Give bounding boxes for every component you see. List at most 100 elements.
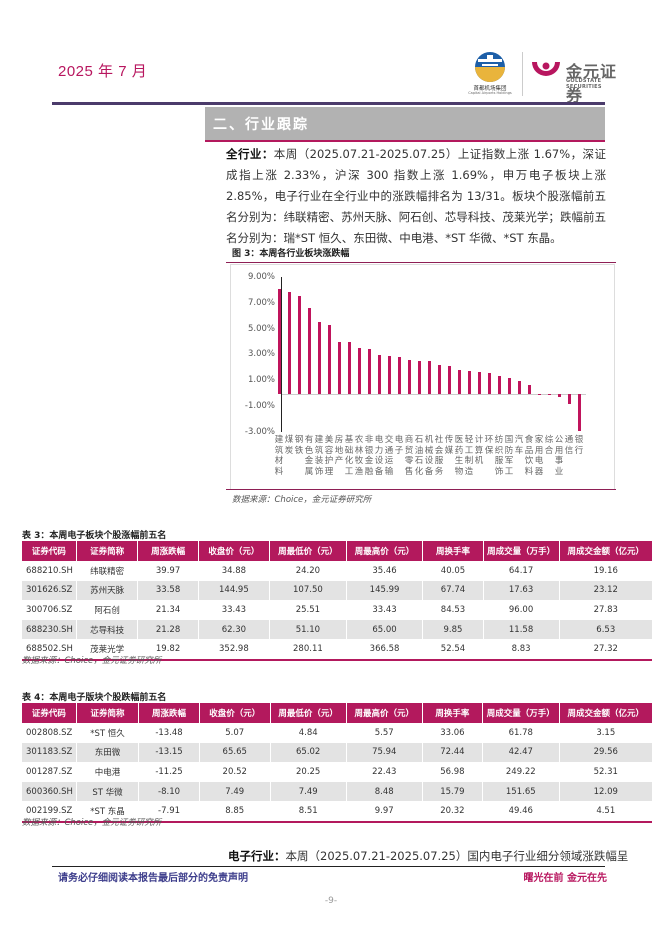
table-cell: 42.47	[481, 742, 560, 763]
column-header: 证券代码	[22, 703, 77, 723]
bar	[478, 372, 481, 394]
column-header: 周换手率	[422, 541, 484, 561]
table-cell: -8.10	[138, 781, 200, 802]
intro-paragraph: 全行业：本周（2025.07.21-2025.07.25）上证指数上涨 1.67…	[226, 144, 606, 249]
table4-title: 表 4：本周电子版块个股跌幅前五名	[22, 693, 167, 703]
table3-gainers: 证券代码 证券简称 周涨跌幅 收盘价（元） 周最低价（元） 周最高价（元） 周换手率 周成交量…	[22, 541, 652, 661]
bar	[318, 321, 321, 394]
table-cell: 688230.SH	[22, 619, 77, 640]
table-cell: *ST 东晶	[75, 801, 139, 822]
column-header: 周涨跌幅	[137, 541, 199, 561]
figure-bottom-rule	[226, 489, 616, 490]
x-tick-label: 银行	[574, 435, 584, 456]
table-cell: 20.32	[421, 801, 483, 822]
table-cell: 7.49	[198, 781, 271, 802]
table-cell: 65.02	[269, 742, 347, 763]
y-tick-label: 7.00%	[247, 297, 275, 308]
table3-source: 数据来源：Choice，金元证券研究所	[22, 656, 162, 666]
figure-title: 图 3：本周各行业板块涨跌幅	[232, 249, 350, 259]
y-tick-label: -3.00%	[244, 426, 275, 437]
x-tick-label: 商贸零售	[404, 435, 414, 477]
table-cell: 23.12	[558, 580, 652, 601]
table-cell: 19.16	[558, 561, 652, 581]
x-tick-label: 建筑装饰	[314, 435, 324, 477]
x-tick-label: 钢铁	[294, 435, 304, 456]
column-header: 周成交量（万手）	[482, 541, 560, 561]
bar	[408, 360, 411, 394]
footer-slogan: 曙光在前 金元在先	[523, 873, 607, 884]
table-cell: 9.85	[422, 619, 484, 640]
table-cell: 35.46	[345, 561, 423, 581]
bar	[488, 372, 491, 394]
table-cell: 11.58	[482, 619, 560, 640]
table-cell: -13.48	[138, 723, 200, 743]
table-cell: 33.58	[137, 580, 199, 601]
table-cell: 51.10	[269, 619, 347, 640]
footer-disclaimer: 请务必仔细阅读本报告最后部分的免责声明	[58, 873, 248, 884]
table-row: 688230.SH 芯导科技 21.28 62.30 51.10 65.00 9.85 11.…	[22, 619, 652, 640]
table4-source: 数据来源：Choice，金元证券研究所	[22, 818, 162, 828]
table-cell: 96.00	[482, 600, 560, 620]
table-cell: 001287.SZ	[22, 762, 77, 782]
table-cell: 4.84	[269, 723, 347, 743]
bar	[418, 360, 421, 394]
table-row: 002199.SZ *ST 东晶 -7.91 8.85 8.51 9.97 20.32 49.…	[22, 801, 652, 822]
table-cell: 34.88	[197, 561, 270, 581]
table-cell: 249.22	[481, 762, 560, 782]
goldstate-logo-icon	[532, 62, 560, 76]
figure-source: 数据来源：Choice，金元证券研究所	[232, 495, 372, 505]
zero-line	[282, 393, 586, 395]
bar	[388, 356, 391, 394]
bar	[378, 355, 381, 394]
table-cell: 5.57	[345, 723, 423, 743]
bar	[458, 369, 461, 394]
column-header: 周最低价（元）	[269, 703, 347, 723]
table-cell: 352.98	[197, 639, 270, 660]
column-header: 周成交金额（亿元）	[558, 541, 652, 561]
logo-divider	[522, 52, 523, 96]
table-cell: -7.91	[138, 801, 200, 822]
bar	[278, 288, 281, 394]
section-title: 二、行业跟踪	[213, 117, 309, 133]
x-tick-label: 农林牧渔	[354, 435, 364, 477]
intro-text: 本周（2025.07.21-2025.07.25）上证指数上涨 1.67%，深证…	[226, 147, 607, 245]
table-cell: 72.44	[421, 742, 483, 763]
table-cell: ST 华微	[75, 781, 139, 802]
x-tick-label: 医药生物	[454, 435, 464, 477]
capital-logo-en: Capital Airports Holdings	[468, 91, 512, 95]
table-row: 688210.SH 纬联精密 39.97 34.88 24.20 35.46 40.05 64…	[22, 561, 652, 581]
x-tick-label: 公用事业	[554, 435, 564, 477]
bar	[438, 364, 441, 394]
x-tick-label: 机械设备	[424, 435, 434, 477]
bar-chart: 9.00% 7.00% 5.00% 3.00% 1.00% -1.00% -3.00% 建筑材…	[230, 264, 615, 490]
table-cell: 144.95	[197, 580, 270, 601]
column-header: 周最低价（元）	[269, 541, 347, 561]
column-header: 周换手率	[421, 703, 483, 723]
table-cell: 3.15	[558, 723, 652, 743]
table-cell: 688210.SH	[22, 561, 77, 581]
x-tick-label: 基础化工	[344, 435, 354, 477]
x-tick-label: 电子	[394, 435, 404, 456]
table-row: 301183.SZ 东田微 -13.15 65.65 65.02 75.94 72.44 42…	[22, 742, 652, 763]
electronics-paragraph: 电子行业：本周（2025.07.21-2025.07.25）国内电子行业细分领域…	[228, 848, 628, 864]
electronics-lead: 电子行业：	[228, 849, 286, 863]
table-cell: 688502.SH	[22, 639, 77, 660]
table-cell: 301183.SZ	[22, 742, 77, 763]
x-tick-label: 综合	[544, 435, 554, 456]
footer-divider	[52, 866, 605, 867]
column-header: 收盘价（元）	[198, 703, 271, 723]
bar	[328, 324, 331, 394]
bar	[498, 375, 501, 394]
table-header-row: 证券代码 证券简称 周涨跌幅 收盘价（元） 周最低价（元） 周最高价（元） 周换手率 周成交量…	[22, 541, 652, 561]
x-tick-label: 传媒	[444, 435, 454, 456]
page-number: -9-	[324, 896, 338, 906]
table-cell: 151.65	[481, 781, 560, 802]
table-cell: 5.07	[198, 723, 271, 743]
table-cell: 33.06	[421, 723, 483, 743]
y-axis	[281, 277, 282, 432]
x-tick-label: 社会服务	[434, 435, 444, 477]
table-cell: -13.15	[138, 742, 200, 763]
bar	[468, 370, 471, 394]
table-cell: 366.58	[345, 639, 423, 660]
bar	[518, 381, 521, 394]
